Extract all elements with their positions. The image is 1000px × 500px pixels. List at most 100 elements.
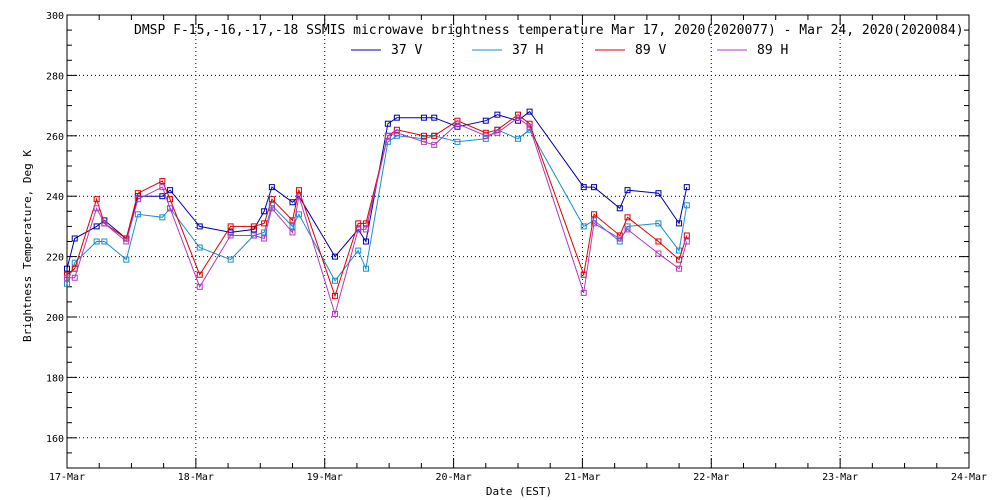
data-point bbox=[93, 238, 100, 245]
data-point bbox=[683, 232, 690, 239]
data-point bbox=[355, 220, 362, 227]
series-layer bbox=[64, 108, 690, 317]
data-point bbox=[332, 292, 339, 299]
data-point bbox=[683, 238, 690, 245]
chart-title: DMSP F-15,-16,-17,-18 SSMIS microwave br… bbox=[134, 23, 964, 38]
data-point bbox=[431, 132, 438, 139]
y-tick-label: 260 bbox=[46, 132, 64, 143]
data-point bbox=[591, 220, 598, 227]
x-axis-label: Date (EST) bbox=[486, 485, 552, 498]
data-point bbox=[362, 220, 369, 227]
series-line bbox=[66, 110, 688, 269]
data-point bbox=[676, 265, 683, 272]
legend-label: 89 H bbox=[757, 43, 788, 58]
x-tick-label: 20-Mar bbox=[436, 472, 472, 483]
data-point bbox=[580, 184, 587, 191]
data-point bbox=[159, 214, 166, 221]
data-point bbox=[261, 229, 268, 236]
data-point bbox=[268, 184, 275, 191]
data-point bbox=[250, 226, 257, 233]
data-point bbox=[420, 114, 427, 121]
y-axis-label: Brightness Temperature, Deg K bbox=[21, 150, 34, 342]
x-tick-label: 18-Mar bbox=[178, 472, 214, 483]
data-point bbox=[494, 129, 501, 136]
data-point bbox=[655, 220, 662, 227]
data-point bbox=[454, 138, 461, 145]
data-point bbox=[393, 126, 400, 133]
data-point bbox=[289, 229, 296, 236]
data-point bbox=[655, 250, 662, 257]
plot-frame bbox=[66, 14, 970, 469]
data-point bbox=[384, 138, 391, 145]
data-point bbox=[624, 226, 631, 233]
data-point bbox=[227, 223, 234, 230]
data-point bbox=[591, 184, 598, 191]
data-point bbox=[167, 196, 174, 203]
data-point bbox=[482, 117, 489, 124]
series-line bbox=[66, 129, 688, 284]
data-point bbox=[159, 184, 166, 191]
grid-layer bbox=[67, 14, 969, 468]
data-point bbox=[93, 196, 100, 203]
legend-label: 89 V bbox=[635, 43, 666, 58]
y-tick-label: 200 bbox=[46, 313, 64, 324]
data-point bbox=[515, 135, 521, 142]
data-point bbox=[580, 289, 587, 296]
data-point bbox=[393, 114, 400, 121]
data-point bbox=[655, 238, 662, 245]
data-point bbox=[227, 232, 234, 239]
data-point bbox=[250, 223, 257, 230]
series-37-v bbox=[64, 108, 690, 272]
data-point bbox=[526, 123, 533, 130]
legend-label: 37 V bbox=[391, 43, 422, 58]
data-point bbox=[71, 259, 78, 266]
data-point bbox=[355, 226, 362, 233]
data-point bbox=[196, 223, 203, 230]
data-point bbox=[431, 141, 438, 148]
x-tick-label: 23-Mar bbox=[822, 472, 858, 483]
data-point bbox=[71, 274, 78, 281]
data-point bbox=[295, 211, 302, 218]
data-point bbox=[454, 120, 461, 127]
data-point bbox=[616, 205, 623, 212]
data-point bbox=[384, 120, 391, 127]
data-point bbox=[515, 114, 521, 121]
data-point bbox=[355, 247, 362, 254]
data-point bbox=[64, 280, 70, 287]
data-point bbox=[289, 199, 296, 206]
axes-layer: 160 180 200 220 240 260 280 300 17-Mar 18-Mar 19-M… bbox=[46, 11, 987, 483]
data-point bbox=[362, 265, 369, 272]
x-tick-label: 24-Mar bbox=[951, 472, 987, 483]
data-point bbox=[362, 238, 369, 245]
data-point bbox=[431, 114, 438, 121]
data-point bbox=[134, 211, 141, 218]
data-point bbox=[526, 108, 533, 115]
y-tick-label: 220 bbox=[46, 253, 64, 264]
data-point bbox=[101, 238, 108, 245]
data-point bbox=[227, 256, 234, 263]
data-point bbox=[261, 220, 268, 227]
series-line bbox=[66, 114, 688, 298]
data-point bbox=[580, 223, 587, 230]
x-tick-label: 19-Mar bbox=[307, 472, 343, 483]
data-point bbox=[591, 211, 598, 218]
data-point bbox=[134, 190, 141, 197]
x-tick-label: 22-Mar bbox=[693, 472, 729, 483]
data-point bbox=[384, 132, 391, 139]
series-line bbox=[67, 117, 688, 316]
y-tick-label: 160 bbox=[46, 434, 64, 445]
data-point bbox=[332, 253, 339, 260]
legend-label: 37 H bbox=[512, 43, 543, 58]
data-point bbox=[261, 208, 268, 215]
data-point bbox=[494, 111, 501, 118]
data-point bbox=[295, 193, 302, 200]
data-point bbox=[123, 256, 130, 263]
data-point bbox=[624, 214, 631, 221]
data-point bbox=[420, 138, 427, 145]
data-point bbox=[655, 190, 662, 197]
data-point bbox=[289, 223, 296, 230]
data-point bbox=[624, 187, 631, 194]
data-point bbox=[393, 129, 400, 136]
data-point bbox=[683, 202, 690, 209]
